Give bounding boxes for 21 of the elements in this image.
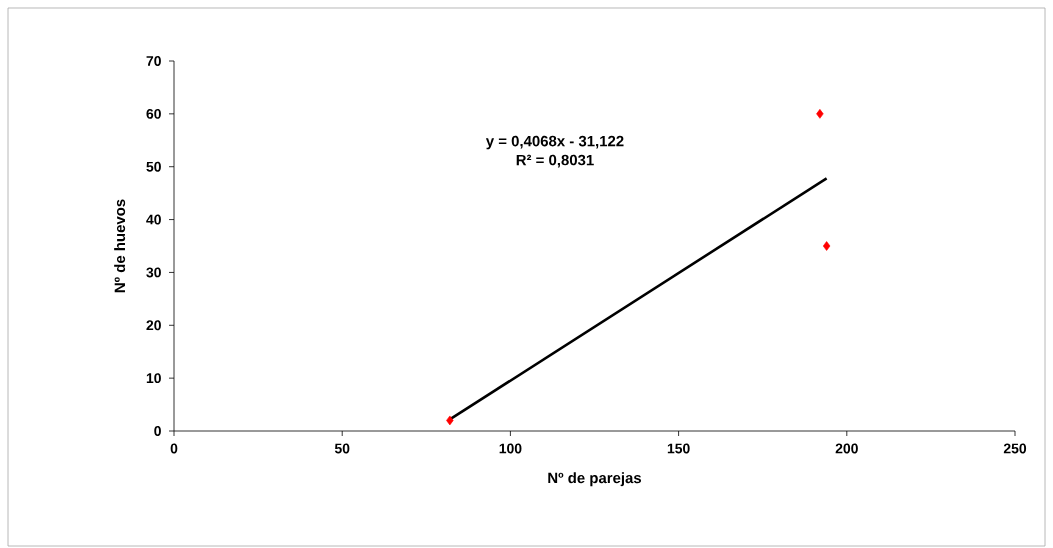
x-tick-label: 200: [835, 443, 858, 454]
y-tick-label: 20: [146, 320, 161, 331]
x-tick-label: 50: [334, 443, 350, 454]
y-tick-label: 40: [146, 214, 161, 225]
annotation: y = 0,4068x - 31,122: [485, 135, 624, 150]
y-tick-label: 60: [146, 108, 161, 119]
y-axis-title: Nº de huevos: [114, 199, 126, 293]
y-tick-label: 50: [146, 161, 161, 172]
annotation: R² = 0,8031: [516, 154, 594, 168]
x-tick-label: 150: [667, 443, 690, 454]
x-axis-title: Nº de parejas: [548, 472, 642, 487]
x-tick-label: 250: [1003, 443, 1027, 454]
y-tick-label: 0: [154, 426, 161, 436]
y-tick-label: 10: [146, 373, 161, 384]
y-tick-label: 70: [146, 56, 161, 66]
point: [446, 415, 454, 426]
point: [822, 241, 831, 251]
point: [816, 109, 824, 119]
x-tick-label: 100: [499, 443, 522, 454]
x-tick-label: 0: [170, 443, 178, 454]
y-tick-label: 30: [146, 267, 161, 278]
